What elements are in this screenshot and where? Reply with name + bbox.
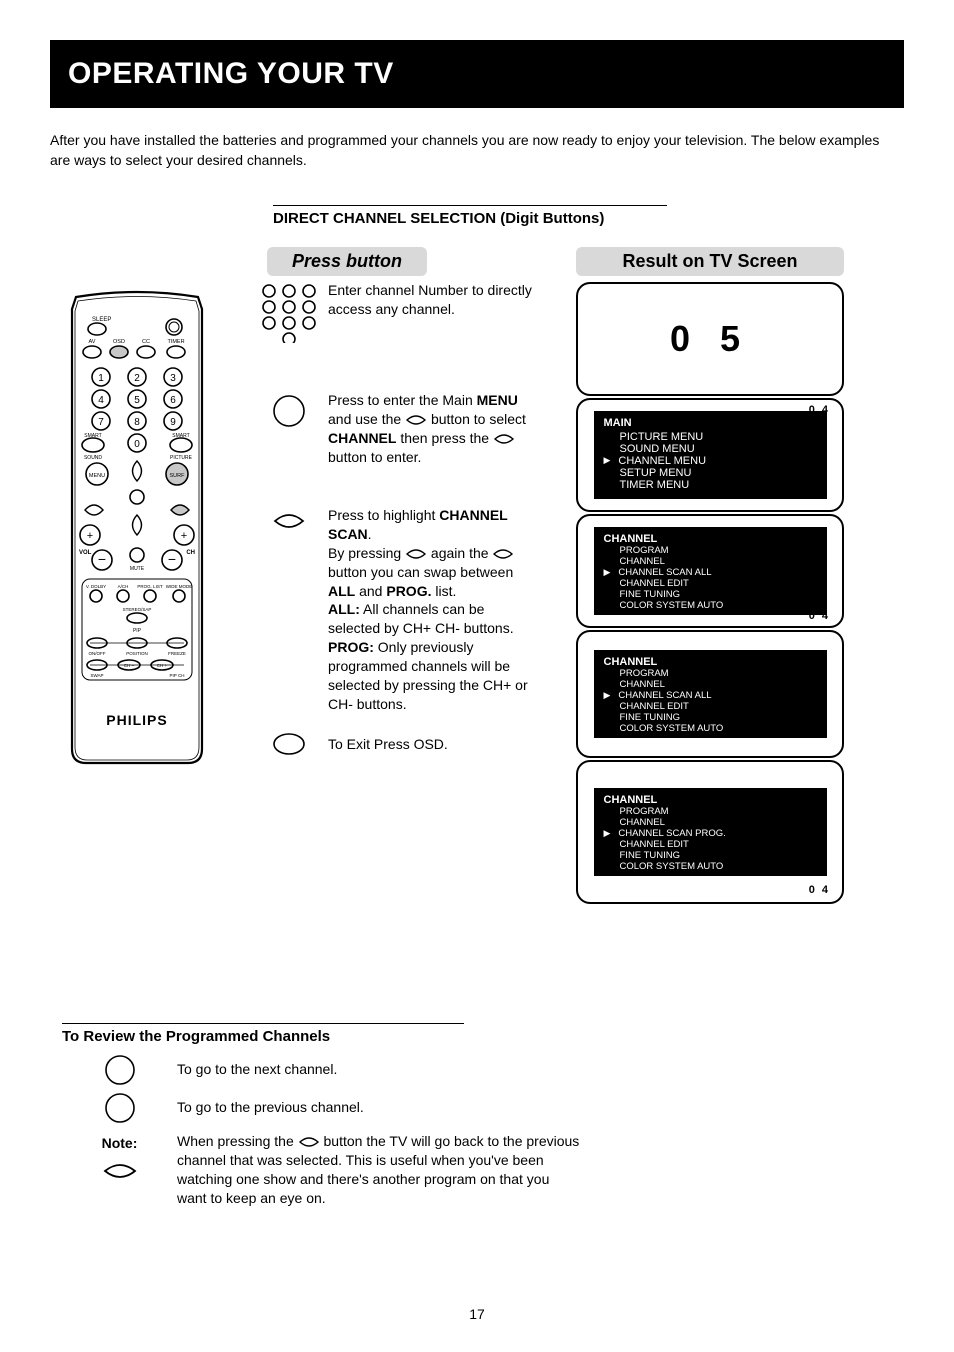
page-number: 17 — [0, 1306, 954, 1322]
channel-number: 0 5 — [670, 318, 750, 360]
step-text: Press to enter the Main MENU and use the… — [328, 391, 540, 467]
step-text: To go to the next channel. — [177, 1060, 582, 1079]
osd-button-icon — [250, 731, 328, 757]
right-arrow-icon — [250, 506, 328, 536]
menu-overlay: MAIN PICTURE MENU SOUND MENU ▶CHANNEL ME… — [594, 411, 827, 499]
step-text: To Exit Press OSD. — [328, 735, 540, 754]
svg-text:MUTE: MUTE — [130, 566, 145, 572]
lower-instructions: To go to the next channel. To go to the … — [62, 1050, 582, 1208]
press-button-label: Press button — [267, 247, 427, 276]
svg-text:CH +: CH + — [157, 663, 168, 668]
svg-text:AV: AV — [89, 339, 96, 345]
tv-screen: CHANNEL PROGRAM CHANNEL ▶CHANNEL SCAN AL… — [576, 514, 844, 628]
tv-screen: CHANNEL PROGRAM CHANNEL ▶CHANNEL SCAN PR… — [576, 760, 844, 904]
tv-screen: MAIN PICTURE MENU SOUND MENU ▶CHANNEL ME… — [576, 398, 844, 512]
section-title-review: To Review the Programmed Channels — [62, 1028, 464, 1045]
svg-text:1: 1 — [98, 373, 104, 384]
svg-text:2: 2 — [134, 373, 140, 384]
svg-text:+: + — [87, 530, 93, 542]
svg-text:STEREO/SAP: STEREO/SAP — [123, 607, 152, 612]
page-header: OPERATING YOUR TV — [50, 40, 904, 108]
step-text: Enter channel Number to directly access … — [328, 281, 540, 319]
svg-text:9: 9 — [170, 417, 176, 428]
ch-plus-icon — [62, 1051, 177, 1087]
menu-overlay: CHANNEL PROGRAM CHANNEL ▶CHANNEL SCAN AL… — [594, 527, 827, 615]
svg-text:WIDE MODE: WIDE MODE — [166, 584, 193, 589]
result-label: Result on TV Screen — [576, 247, 844, 276]
ch-minus-icon — [62, 1089, 177, 1125]
svg-text:CH –: CH – — [124, 663, 135, 668]
section-divider — [62, 1023, 464, 1024]
svg-text:CC: CC — [142, 339, 150, 345]
svg-text:PHILIPS: PHILIPS — [106, 712, 167, 728]
tv-screen: 0 5 — [576, 282, 844, 396]
keypad-icon — [250, 281, 328, 343]
svg-text:OSD: OSD — [113, 339, 125, 345]
step-text: To go to the previous channel. — [177, 1098, 582, 1117]
svg-text:4: 4 — [98, 395, 104, 406]
svg-text:TIMER: TIMER — [167, 339, 184, 345]
svg-text:VOL: VOL — [79, 550, 92, 556]
svg-text:SWAP: SWAP — [90, 673, 103, 678]
svg-text:POSITION: POSITION — [126, 651, 148, 656]
instructions-column: Enter channel Number to directly access … — [250, 281, 540, 757]
menu-button-icon — [250, 391, 328, 431]
tv-screens-column: 0 5 MAIN PICTURE MENU SOUND MENU ▶CHANNE… — [576, 282, 844, 906]
step-text: Press to highlight CHANNEL SCAN. By pres… — [328, 506, 540, 714]
svg-text:PIP: PIP — [133, 628, 142, 634]
svg-text:8: 8 — [134, 417, 140, 428]
menu-overlay: CHANNEL PROGRAM CHANNEL ▶CHANNEL SCAN PR… — [594, 788, 827, 876]
menu-overlay: CHANNEL PROGRAM CHANNEL ▶CHANNEL SCAN AL… — [594, 650, 827, 738]
svg-text:3: 3 — [170, 373, 176, 384]
svg-text:SLEEP: SLEEP — [92, 317, 111, 323]
svg-text:PROG. LIST: PROG. LIST — [137, 584, 163, 589]
section-title-direct: DIRECT CHANNEL SELECTION (Digit Buttons) — [273, 210, 667, 227]
svg-text:−: − — [98, 551, 106, 567]
svg-text:6: 6 — [170, 395, 176, 406]
svg-text:SOUND: SOUND — [84, 455, 102, 461]
svg-text:A/CH: A/CH — [118, 584, 129, 589]
svg-text:MENU: MENU — [89, 473, 105, 479]
section-divider — [273, 205, 667, 206]
note-label: Note: — [62, 1132, 177, 1185]
svg-text:0: 0 — [134, 439, 140, 450]
svg-text:PICTURE: PICTURE — [170, 455, 193, 461]
intro-paragraph: After you have installed the batteries a… — [50, 130, 894, 171]
svg-text:V. DOLBY: V. DOLBY — [86, 584, 106, 589]
remote-illustration: SLEEP AV OSD CC TIMER 1 2 3 4 5 6 — [62, 285, 212, 775]
svg-text:SURF: SURF — [170, 473, 186, 479]
svg-text:FREEZE: FREEZE — [168, 651, 186, 656]
tv-screen: CHANNEL PROGRAM CHANNEL ▶CHANNEL SCAN AL… — [576, 630, 844, 758]
svg-text:+: + — [181, 530, 187, 542]
svg-text:CH: CH — [186, 550, 195, 556]
step-text: When pressing the button the TV will go … — [177, 1132, 582, 1208]
svg-text:ON/OFF: ON/OFF — [89, 651, 106, 656]
svg-text:5: 5 — [134, 395, 140, 406]
svg-text:PIP CH: PIP CH — [170, 673, 185, 678]
svg-text:7: 7 — [98, 417, 104, 428]
svg-text:−: − — [168, 551, 176, 567]
